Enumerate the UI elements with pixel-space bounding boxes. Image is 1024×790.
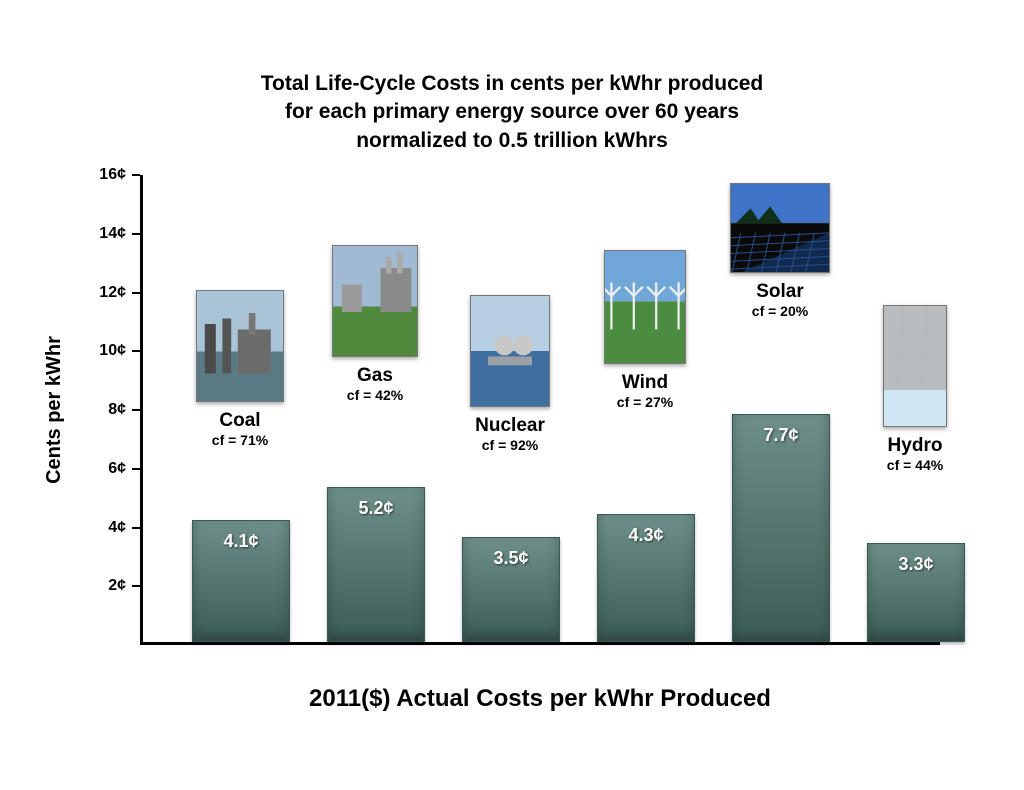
y-axis-tick-label: 2¢ (108, 577, 140, 595)
category-label-nuclear: Nuclearcf = 92% (475, 415, 545, 453)
solar-image (730, 183, 830, 273)
category-name: Hydro (887, 435, 943, 457)
nuclear-image (470, 295, 550, 407)
category-label-wind: Windcf = 27% (617, 372, 673, 410)
y-axis-tick-label: 12¢ (99, 284, 140, 302)
chart-title-line: Total Life-Cycle Costs in cents per kWhr… (0, 70, 1024, 98)
category-name: Wind (617, 372, 673, 394)
category-label-gas: Gascf = 42% (347, 365, 403, 403)
category-label-coal: Coalcf = 71% (212, 410, 268, 448)
y-axis-tick-label: 10¢ (99, 342, 140, 360)
category-cf: cf = 44% (887, 457, 943, 473)
bar-value-label: 3.3¢ (898, 554, 933, 575)
y-axis-tick-label: 16¢ (99, 166, 140, 184)
category-name: Coal (212, 410, 268, 432)
bar-value-label: 5.2¢ (358, 498, 393, 519)
bar-coal: 4.1¢ (192, 520, 290, 642)
category-name: Nuclear (475, 415, 545, 437)
y-axis-tick-label: 14¢ (99, 225, 140, 243)
chart-title-line: for each primary energy source over 60 y… (0, 98, 1024, 126)
y-axis-title: Cents per kWhr (43, 336, 66, 484)
bar-hydro: 3.3¢ (867, 543, 965, 642)
category-cf: cf = 92% (475, 437, 545, 453)
category-cf: cf = 71% (212, 432, 268, 448)
x-axis-title: 2011($) Actual Costs per kWhr Produced (140, 685, 940, 713)
bar-gas: 5.2¢ (327, 487, 425, 642)
coal-image (196, 290, 284, 402)
category-name: Solar (752, 281, 808, 303)
bar-value-label: 3.5¢ (493, 548, 528, 569)
wind-image (604, 250, 686, 364)
chart-plot-area: Cents per kWhr 2011($) Actual Costs per … (140, 175, 940, 645)
category-label-solar: Solarcf = 20% (752, 281, 808, 319)
chart-title-line: normalized to 0.5 trillion kWhrs (0, 127, 1024, 155)
bar-wind: 4.3¢ (597, 514, 695, 642)
bar-nuclear: 3.5¢ (462, 537, 560, 642)
y-axis-line (140, 175, 143, 645)
gas-image (332, 245, 418, 357)
bar-value-label: 4.1¢ (223, 531, 258, 552)
category-cf: cf = 20% (752, 303, 808, 319)
category-cf: cf = 27% (617, 394, 673, 410)
bar-solar: 7.7¢ (732, 414, 830, 642)
bar-value-label: 4.3¢ (628, 525, 663, 546)
category-label-hydro: Hydrocf = 44% (887, 435, 943, 473)
category-cf: cf = 42% (347, 387, 403, 403)
category-name: Gas (347, 365, 403, 387)
hydro-image (883, 305, 947, 427)
y-axis-tick-label: 8¢ (108, 401, 140, 419)
y-axis-tick-label: 4¢ (108, 519, 140, 537)
x-axis-line (140, 642, 940, 645)
y-axis-tick-label: 6¢ (108, 460, 140, 478)
bar-value-label: 7.7¢ (763, 425, 798, 446)
chart-container: Total Life-Cycle Costs in cents per kWhr… (0, 0, 1024, 790)
chart-title: Total Life-Cycle Costs in cents per kWhr… (0, 70, 1024, 155)
